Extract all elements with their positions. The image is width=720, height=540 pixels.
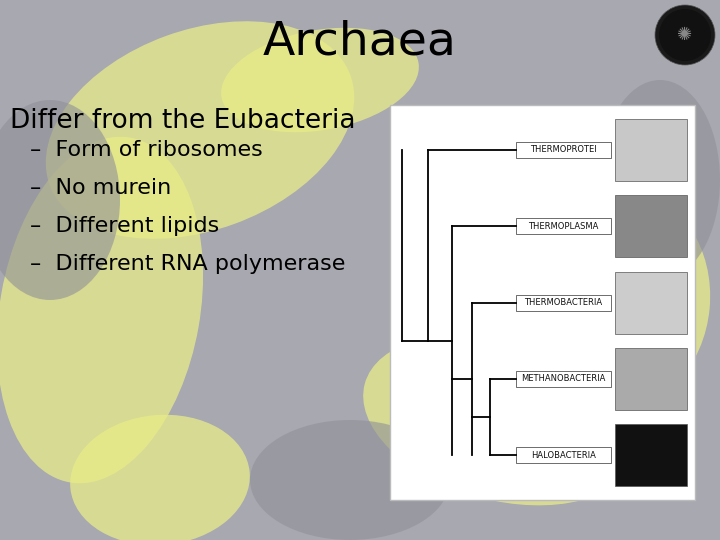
Bar: [615, 348, 687, 410]
Ellipse shape: [70, 415, 250, 540]
Bar: [615, 119, 687, 181]
Text: METHANOBACTERIA: METHANOBACTERIA: [521, 374, 606, 383]
Ellipse shape: [0, 137, 203, 483]
Ellipse shape: [600, 80, 720, 280]
Circle shape: [655, 5, 715, 65]
Text: THERMOPLASMA: THERMOPLASMA: [528, 222, 599, 231]
Ellipse shape: [46, 21, 354, 239]
Text: –  Different RNA polymerase: – Different RNA polymerase: [30, 254, 346, 274]
Text: –  No murein: – No murein: [30, 178, 171, 198]
Text: THERMOBACTERIA: THERMOBACTERIA: [524, 298, 603, 307]
Bar: [516, 294, 611, 310]
Ellipse shape: [250, 420, 450, 540]
Bar: [516, 218, 611, 234]
Bar: [390, 105, 695, 500]
Bar: [516, 142, 611, 158]
Bar: [615, 424, 687, 486]
Bar: [615, 272, 687, 334]
Bar: [516, 447, 611, 463]
Text: –  Different lipids: – Different lipids: [30, 216, 220, 236]
Bar: [516, 371, 611, 387]
Ellipse shape: [363, 335, 636, 505]
Bar: [615, 195, 687, 257]
Circle shape: [659, 9, 711, 61]
Text: Differ from the Eubacteria: Differ from the Eubacteria: [10, 108, 356, 134]
Ellipse shape: [221, 28, 419, 132]
Text: HALOBACTERIA: HALOBACTERIA: [531, 450, 596, 460]
Text: ✺: ✺: [678, 26, 693, 44]
Text: Archaea: Archaea: [263, 19, 457, 64]
Text: –  Form of ribosomes: – Form of ribosomes: [30, 140, 263, 160]
Text: THERMOPROTEI: THERMOPROTEI: [530, 145, 597, 154]
Ellipse shape: [530, 190, 710, 410]
Ellipse shape: [0, 100, 120, 300]
